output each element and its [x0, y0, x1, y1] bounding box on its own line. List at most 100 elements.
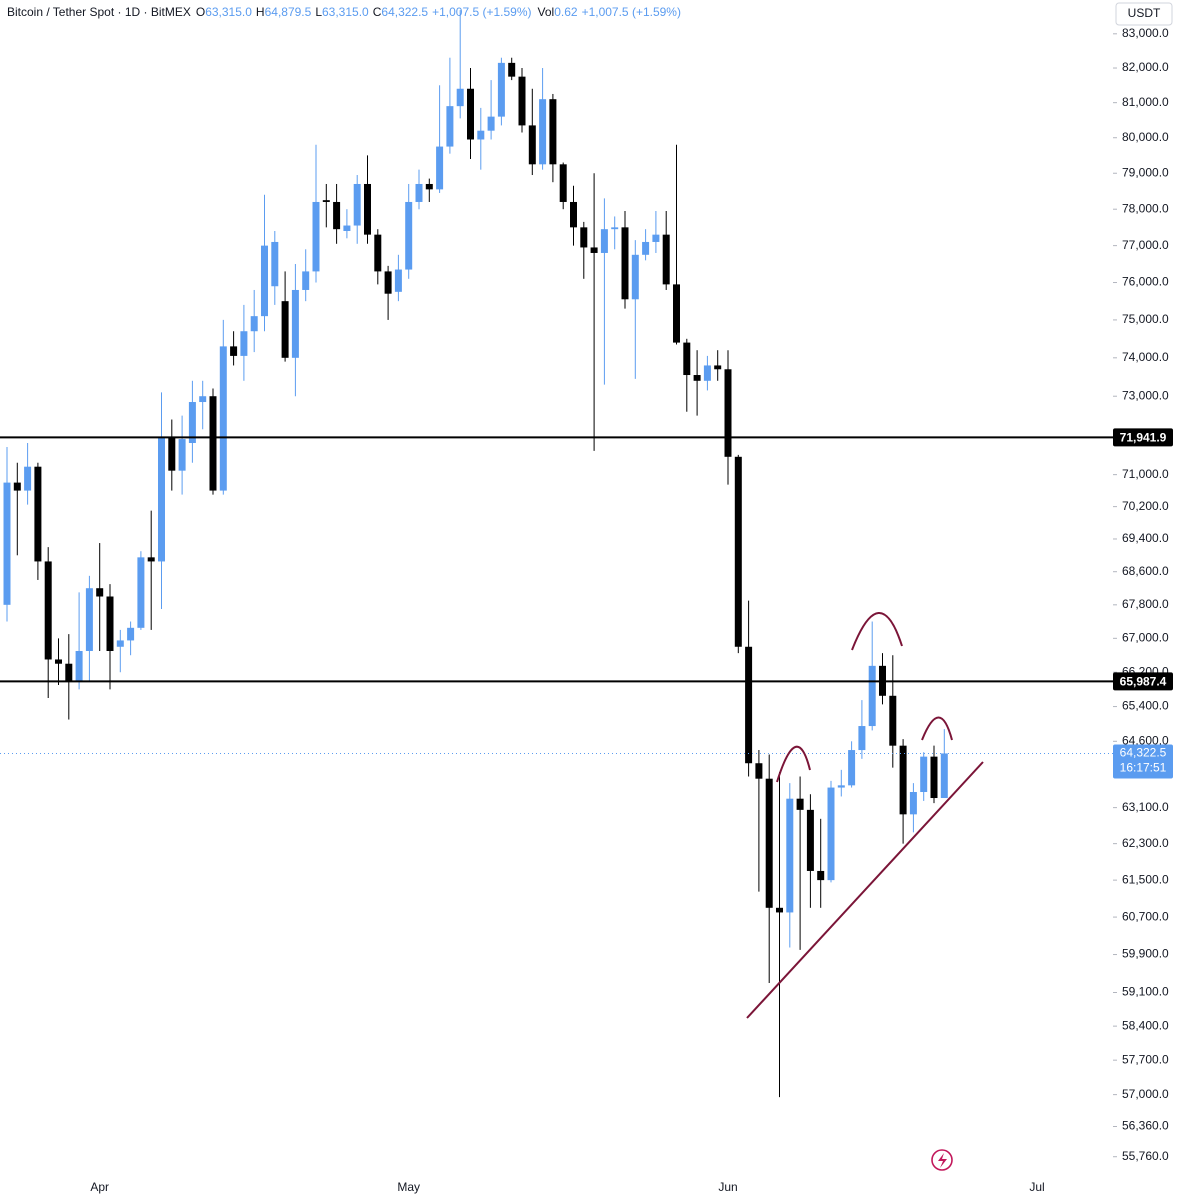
y-tick-label: 61,500.0	[1122, 872, 1169, 886]
candle-body	[364, 183, 371, 235]
candle-body	[127, 627, 135, 641]
candle-body	[765, 778, 773, 908]
candle-body	[209, 396, 217, 491]
price-label-box	[1113, 672, 1173, 691]
y-tick-label: 81,000.0	[1122, 95, 1169, 109]
header: Bitcoin / Tether Spot · 1D · BitMEX O 63,3…	[7, 5, 681, 19]
candle-body	[848, 750, 856, 786]
arc-drawing	[851, 612, 903, 651]
candle-body	[497, 62, 505, 117]
candle-body	[683, 342, 691, 376]
candle-body	[343, 225, 351, 231]
candle-body	[188, 402, 196, 444]
last-price-box	[1113, 744, 1173, 779]
lightning-icon[interactable]	[931, 1149, 953, 1171]
candle-body	[889, 695, 897, 746]
candle-body	[13, 482, 21, 491]
x-tick-label: Jun	[718, 1180, 737, 1194]
ohlc-key: O	[196, 5, 205, 19]
candle-body	[158, 437, 165, 562]
candle-body	[75, 650, 83, 681]
candle-body	[44, 561, 52, 660]
candle-body	[868, 665, 876, 727]
currency[interactable]: USDT	[1128, 6, 1161, 20]
y-tick-label: 60,700.0	[1122, 909, 1169, 923]
candle-body	[178, 439, 186, 471]
candle-body	[796, 798, 804, 810]
candle-body	[425, 183, 433, 190]
candle-body	[714, 365, 722, 370]
candle-body	[322, 200, 330, 202]
candle-body	[116, 640, 124, 647]
x-tick-label: Jul	[1029, 1180, 1044, 1194]
candle-body	[415, 183, 423, 202]
icon-circle[interactable]	[931, 1149, 953, 1171]
candle-body	[930, 756, 938, 799]
y-tick-label: 57,700.0	[1122, 1052, 1169, 1066]
candle-body	[755, 763, 763, 779]
candle-body	[240, 331, 248, 356]
arc-drawing	[921, 716, 953, 741]
candle-body	[806, 809, 814, 871]
x-tick-label: Apr	[90, 1180, 109, 1194]
y-tick-label: 62,300.0	[1122, 836, 1169, 850]
candle-body	[436, 146, 444, 190]
y-tick-label: 56,360.0	[1122, 1119, 1169, 1133]
candle-body	[559, 164, 567, 202]
candle-body	[477, 130, 485, 140]
candle-body	[394, 269, 402, 292]
candle-body	[703, 365, 711, 381]
candle-body	[909, 792, 917, 815]
candle-body	[539, 99, 547, 165]
y-tick-label: 69,400.0	[1122, 531, 1169, 545]
candle-body	[24, 466, 32, 491]
candle-body	[85, 588, 93, 651]
candle-body	[920, 756, 928, 793]
y-tick-label: 79,000.0	[1122, 165, 1169, 179]
candle-body	[34, 466, 42, 562]
y-tick-label: 73,000.0	[1122, 388, 1169, 402]
candle-body	[837, 785, 845, 788]
candle-body	[487, 116, 495, 131]
ohlc-key: C	[373, 5, 382, 19]
candle-body	[353, 183, 361, 226]
candle-body	[745, 646, 753, 764]
ohlc-value: 63,315.0	[322, 5, 369, 19]
volume: 0.62	[554, 5, 578, 19]
arc-drawing	[776, 745, 811, 783]
y-tick-label: 55,760.0	[1122, 1149, 1169, 1163]
candle-body	[281, 301, 289, 358]
candle-body	[817, 870, 825, 881]
candle-body	[106, 596, 114, 651]
y-tick-label: 70,200.0	[1122, 499, 1169, 513]
candle-body	[631, 254, 639, 300]
candle-body	[508, 62, 516, 77]
candle-body	[693, 375, 701, 381]
candle-body	[858, 726, 866, 751]
currency-box[interactable]	[1115, 2, 1173, 26]
ohlc-value: 64,879.5	[265, 5, 312, 19]
candle-body	[549, 99, 557, 165]
candle-body	[940, 753, 948, 799]
y-tick-label: 76,000.0	[1122, 275, 1169, 289]
candle-body	[580, 227, 588, 248]
volume-change: +1,007.5 (+1.59%)	[582, 5, 681, 19]
candle-body	[467, 88, 474, 140]
icon-bolt[interactable]	[938, 1153, 947, 1168]
candle-body	[600, 229, 608, 253]
symbol: Bitcoin / Tether Spot · 1D · BitMEX	[7, 5, 191, 19]
candle-body	[137, 557, 145, 628]
candle-body	[405, 201, 413, 270]
candle-body	[652, 234, 660, 242]
ohlc-key: H	[256, 5, 265, 19]
y-tick-label: 63,100.0	[1122, 800, 1169, 814]
candle-body	[662, 234, 670, 285]
y-tick-label: 59,900.0	[1122, 947, 1169, 961]
candle-body	[291, 289, 299, 358]
candle-body	[250, 316, 258, 332]
y-tick-label: 75,000.0	[1122, 312, 1169, 326]
countdown: 16:17:51	[1120, 761, 1167, 775]
candle-body	[374, 234, 382, 272]
